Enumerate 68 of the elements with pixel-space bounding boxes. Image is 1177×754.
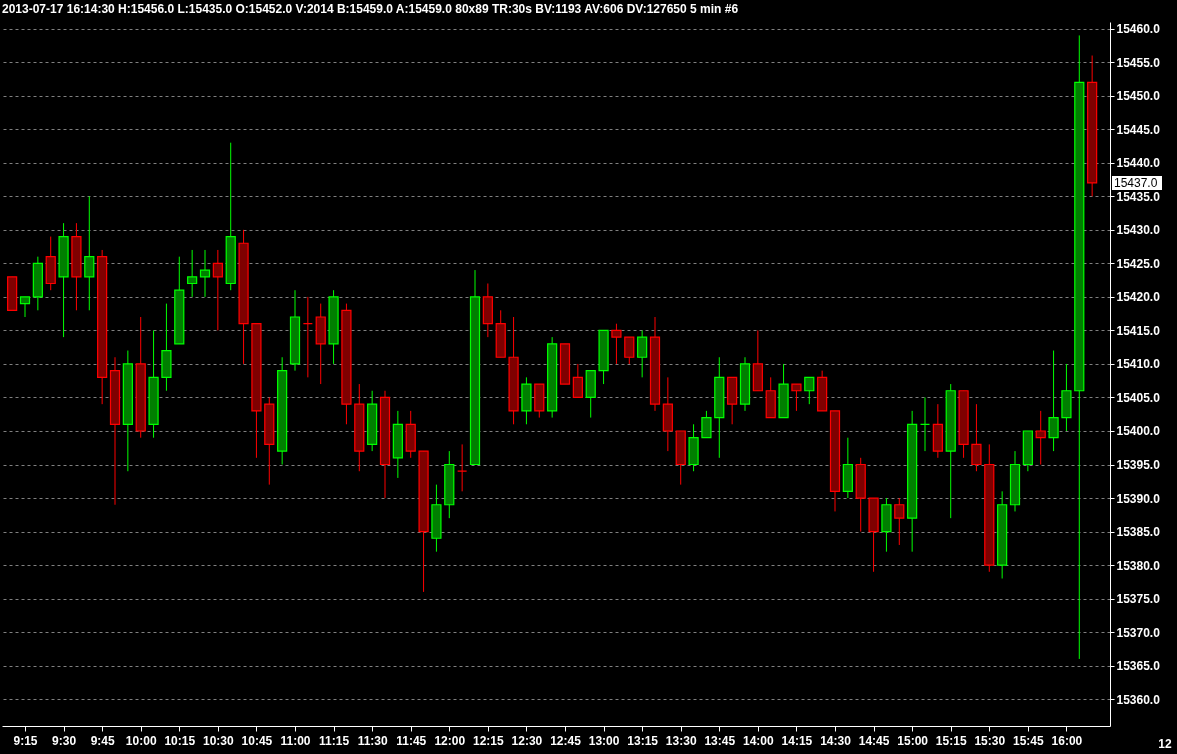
x-tick-label: 12:30: [511, 733, 543, 748]
x-tick-label: 11:15: [319, 733, 350, 748]
y-tick-label: 15375.0: [1116, 592, 1161, 607]
candlestick: [701, 410, 712, 439]
text: 15437.0: [1114, 176, 1158, 190]
candlestick: [1048, 350, 1059, 452]
candlestick: [791, 383, 802, 412]
x-tick-label: 16:00: [1051, 733, 1083, 748]
y-tick-label: 15430.0: [1116, 223, 1161, 238]
candlestick: [624, 336, 635, 365]
candlestick: [971, 403, 982, 472]
x-tick-label: 15:45: [1013, 733, 1045, 748]
x-tick-label: 15:30: [974, 733, 1006, 748]
y-tick-label: 15410.0: [1116, 357, 1161, 372]
x-tick-label: 9:30: [52, 733, 77, 748]
x-tick-label: 11:30: [357, 733, 388, 748]
x-tick-label: 12:00: [434, 733, 466, 748]
y-tick-label: 15385.0: [1116, 525, 1161, 540]
y-tick-label: 15415.0: [1116, 323, 1161, 338]
x-tick-label: 9:15: [13, 733, 38, 748]
x-tick-label: 11:45: [396, 733, 427, 748]
y-tick-label: 15365.0: [1116, 659, 1161, 674]
x-tick-label: 11:00: [280, 733, 311, 748]
y-tick-label: 15405.0: [1116, 390, 1161, 405]
x-tick-label: 15:15: [935, 733, 967, 748]
y-tick-label: 15395.0: [1116, 458, 1161, 473]
candlestick: [1035, 410, 1046, 466]
x-tick-label: 15:00: [897, 733, 929, 748]
y-tick-label: 15420.0: [1116, 290, 1161, 305]
candlestick: [19, 296, 31, 318]
x-tick-label: 12:45: [550, 733, 582, 748]
x-tick-label: 14:15: [781, 733, 813, 748]
x-tick-label: 10:30: [203, 733, 235, 748]
x-tick-label: 13:15: [627, 733, 659, 748]
x-tick-label: 9:45: [90, 733, 115, 748]
candlestick: [611, 323, 622, 365]
y-tick-label: 15370.0: [1116, 625, 1161, 640]
candlestick: [637, 329, 648, 378]
y-tick-label: 15425.0: [1116, 256, 1161, 271]
candlestick: [187, 249, 198, 298]
x-tick-label: 13:45: [704, 733, 736, 748]
candlestick: [212, 249, 223, 331]
y-tick-label: 15455.0: [1116, 55, 1161, 70]
y-tick-label: 15380.0: [1116, 558, 1161, 573]
candlestick: [804, 376, 815, 405]
candlestick: [572, 363, 583, 399]
y-tick-label: 15440.0: [1116, 156, 1161, 171]
y-tick-label: 15450.0: [1116, 89, 1161, 104]
chart-title: 2013-07-17 16:14:30 H:15456.0 L:15435.0 O:15452.0 V:2014 B:15459.0 A:15459.0 80x89 TR:30s BV:1193 AV:606 DV:127650 5 min #6: [2, 2, 739, 16]
x-tick-label: 10:15: [164, 733, 196, 748]
x-tick-label: 14:30: [820, 733, 852, 748]
x-tick-label: 10:00: [125, 733, 157, 748]
x-tick-label: 13:00: [588, 733, 620, 748]
x-tick-label: 14:45: [858, 733, 890, 748]
y-tick-label: 15360.0: [1116, 692, 1161, 707]
y-tick-label: 15435.0: [1116, 189, 1161, 204]
y-tick-label: 15400.0: [1116, 424, 1161, 439]
x-tick-label: 12:15: [473, 733, 505, 748]
x-tick-label: 10:45: [241, 733, 273, 748]
x-tick-label: 14:00: [743, 733, 775, 748]
y-tick-label: 15445.0: [1116, 122, 1161, 137]
candlestick: [894, 497, 905, 546]
candlestick: [84, 195, 95, 311]
candlestick: [199, 249, 211, 298]
text: 12: [1158, 737, 1172, 751]
y-tick-label: 15390.0: [1116, 491, 1161, 506]
x-tick-label: 13:30: [665, 733, 697, 748]
y-tick-label: 15460.0: [1116, 22, 1161, 37]
